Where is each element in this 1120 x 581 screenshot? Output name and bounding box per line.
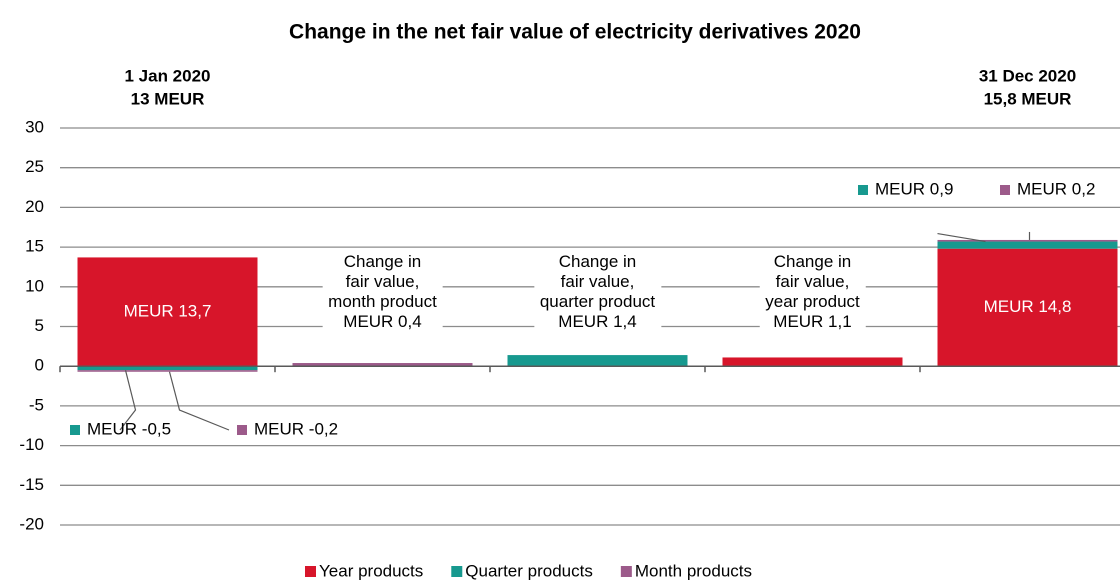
bar-segment — [77, 370, 258, 372]
leader-line — [119, 370, 137, 431]
y-tick-label: 20 — [25, 197, 44, 216]
label-marker — [858, 185, 868, 195]
bar-segment — [507, 355, 688, 367]
value-label: MEUR 0,2 — [1017, 179, 1095, 198]
value-label: MEUR -0,2 — [254, 419, 338, 438]
y-tick-label: 15 — [25, 237, 44, 256]
y-tick-label: 0 — [35, 356, 44, 375]
bar-segment — [937, 241, 1118, 249]
annotation: 15,8 MEUR — [984, 89, 1072, 108]
legend-swatch — [305, 566, 316, 577]
y-tick-label: -20 — [19, 514, 44, 533]
legend-label: Quarter products — [465, 561, 593, 580]
y-tick-label: 25 — [25, 157, 44, 176]
bar-segment — [77, 366, 258, 371]
y-tick-label: -5 — [29, 395, 44, 414]
y-tick-label: 5 — [35, 316, 44, 335]
label-marker — [1000, 185, 1010, 195]
bar-segment — [937, 248, 1118, 367]
label-marker — [237, 425, 247, 435]
value-label: Change in fair value, month product MEUR… — [322, 252, 443, 333]
y-tick-label: 30 — [25, 117, 44, 136]
y-tick-label: 10 — [25, 276, 44, 295]
leader-line — [168, 371, 230, 431]
y-tick-label: -10 — [19, 435, 44, 454]
value-label: Change in fair value, year product MEUR … — [759, 252, 866, 333]
bar-segment — [77, 257, 258, 367]
bar-segment — [722, 357, 903, 367]
legend-swatch — [451, 566, 463, 577]
annotation: 13 MEUR — [131, 89, 205, 108]
leader-line — [937, 232, 986, 243]
value-label: Change in fair value, quarter product ME… — [533, 252, 662, 333]
value-label: MEUR 0,9 — [875, 179, 953, 198]
chart-title: Change in the net fair value of electric… — [289, 21, 861, 44]
annotation: 31 Dec 2020 — [979, 66, 1076, 85]
legend-label: Month products — [635, 561, 752, 580]
bar-segment — [292, 363, 473, 367]
value-label: MEUR 13,7 — [124, 301, 212, 320]
annotation: 1 Jan 2020 — [124, 66, 210, 85]
legend-swatch — [620, 566, 632, 577]
y-tick-label: -15 — [19, 475, 44, 494]
value-label: MEUR -0,5 — [87, 419, 171, 438]
bar-segment — [937, 239, 1118, 242]
label-marker — [70, 425, 80, 435]
legend-label: Year products — [319, 561, 423, 580]
value-label: MEUR 14,8 — [984, 297, 1072, 316]
